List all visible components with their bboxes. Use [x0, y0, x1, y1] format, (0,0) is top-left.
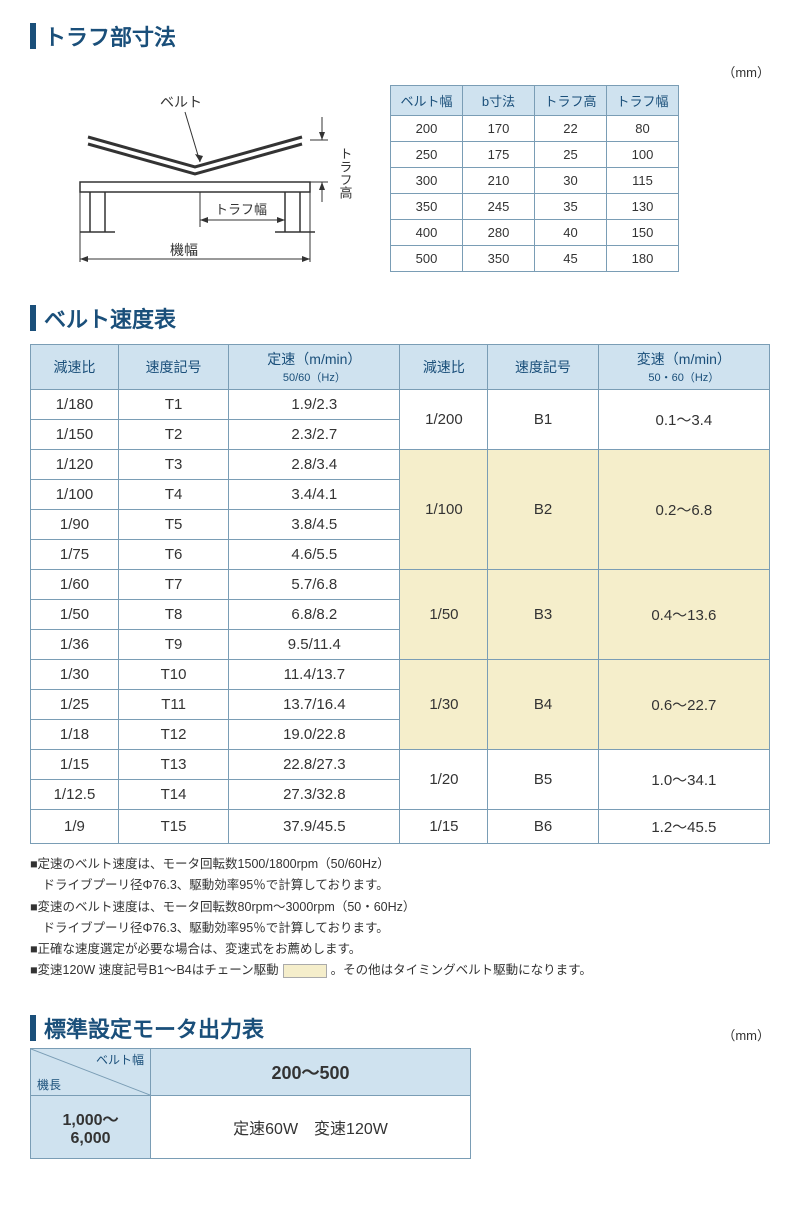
belt-speed-section: ベルト速度表 減速比 速度記号 定速（m/min） 50/60（Hz） 減速比 …: [30, 302, 770, 982]
table-row: 1/30T1011.4/13.71/30B40.6～22.7: [31, 660, 770, 690]
col-code-right: 速度記号: [488, 345, 598, 390]
section-title: 標準設定モータ出力表: [30, 1012, 264, 1044]
table-row: 1/9T1537.9/45.51/15B61.2～45.5: [31, 810, 770, 844]
col-code-left: 速度記号: [118, 345, 228, 390]
motor-table: ベルト幅 機長 200～500 1,000～6,000 定速60W 変速120W: [30, 1048, 471, 1159]
trough-diagram: ベルト トラフ高 トラフ幅 機幅: [30, 62, 370, 265]
unit-label: （mm）: [722, 1025, 770, 1044]
note-line: ■変速120W 速度記号B1～B4はチェーン駆動。その他はタイミングベルト駆動に…: [30, 960, 770, 981]
row-header: 1,000～6,000: [31, 1095, 151, 1158]
label-machine-width: 機幅: [170, 242, 198, 258]
table-row: 35024535130: [391, 194, 679, 220]
note-line: ■定速のベルト速度は、モータ回転数1500/1800rpm（50/60Hz）: [30, 854, 770, 875]
table-row: 25017525100: [391, 142, 679, 168]
speed-table: 減速比 速度記号 定速（m/min） 50/60（Hz） 減速比 速度記号 変速…: [30, 344, 770, 844]
trough-dimensions-section: トラフ部寸法 ベルト トラフ高: [30, 20, 770, 272]
table-row: 1/180T11.9/2.31/200B10.1～3.4: [31, 390, 770, 420]
table-header: トラフ幅: [607, 86, 679, 116]
table-header: ベルト幅: [391, 86, 463, 116]
label-belt: ベルト: [160, 94, 202, 110]
note-line: ■正確な速度選定が必要な場合は、変速式をお薦めします。: [30, 939, 770, 960]
table-row: 30021030115: [391, 168, 679, 194]
table-row: 40028040150: [391, 220, 679, 246]
title-text: ベルト速度表: [44, 302, 176, 334]
title-text: トラフ部寸法: [44, 20, 176, 52]
table-row: 1/120T32.8/3.41/100B20.2～6.8: [31, 450, 770, 480]
label-trough-width: トラフ幅: [215, 202, 267, 217]
table-header: b寸法: [463, 86, 535, 116]
label-trough-height: トラフ高: [338, 147, 353, 199]
table-row: 1/60T75.7/6.81/50B30.4～13.6: [31, 570, 770, 600]
notes: ■定速のベルト速度は、モータ回転数1500/1800rpm（50/60Hz） ド…: [30, 854, 770, 982]
unit-label: （mm）: [390, 62, 770, 81]
note-line: ドライブプーリ径Φ76.3、駆動効率95％で計算しております。: [30, 875, 770, 896]
col-speed-right: 変速（m/min） 50・60（Hz）: [598, 345, 769, 390]
table-header: トラフ高: [535, 86, 607, 116]
col-speed-left: 定速（m/min） 50/60（Hz）: [229, 345, 400, 390]
note-line: ドライブプーリ径Φ76.3、駆動効率95％で計算しております。: [30, 918, 770, 939]
note-line: ■変速のベルト速度は、モータ回転数80rpm～3000rpm（50・60Hz）: [30, 897, 770, 918]
title-text: 標準設定モータ出力表: [44, 1012, 264, 1044]
col-ratio-right: 減速比: [400, 345, 488, 390]
col-header: 200～500: [151, 1048, 471, 1095]
motor-cell: 定速60W 変速120W: [151, 1095, 471, 1158]
section-title: トラフ部寸法: [30, 20, 770, 52]
motor-output-section: 標準設定モータ出力表 （mm） ベルト幅 機長 200～500 1,000～6,…: [30, 1012, 770, 1159]
table-row: 1/15T1322.8/27.31/20B51.0～34.1: [31, 750, 770, 780]
table-row: 2001702280: [391, 116, 679, 142]
diagonal-header: ベルト幅 機長: [31, 1048, 151, 1095]
table-row: 50035045180: [391, 246, 679, 272]
yellow-chip-icon: [283, 964, 327, 978]
trough-table: ベルト幅b寸法トラフ高トラフ幅 200170228025017525100300…: [390, 85, 679, 272]
col-ratio-left: 減速比: [31, 345, 119, 390]
section-title: ベルト速度表: [30, 302, 770, 334]
